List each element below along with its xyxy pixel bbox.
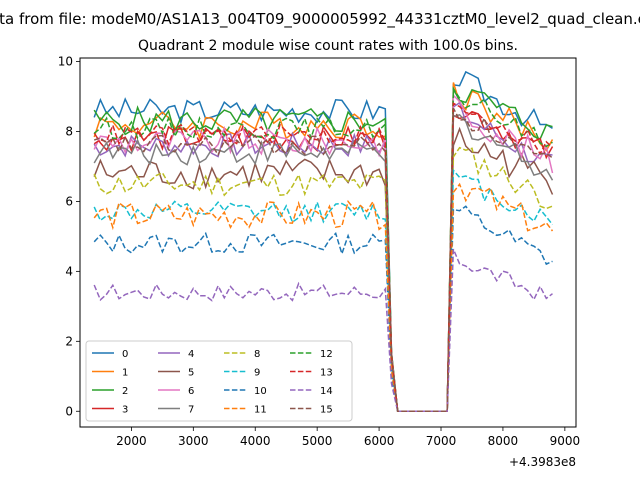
- x-tick-label: 7000: [426, 434, 457, 448]
- series-line-1: [93, 82, 554, 413]
- legend-box: [85, 340, 353, 422]
- y-tick-label: 10: [58, 54, 73, 68]
- x-tick-label: 5000: [302, 434, 333, 448]
- legend-label-15: 15: [320, 405, 333, 416]
- x-tick-label: 2000: [116, 434, 147, 448]
- legend-label-1: 1: [122, 368, 128, 379]
- legend-label-0: 0: [122, 349, 128, 360]
- legend-label-5: 5: [188, 368, 194, 379]
- y-tick-label: 2: [65, 334, 73, 348]
- series-line-11: [93, 182, 554, 413]
- legend-label-9: 9: [254, 368, 260, 379]
- y-tick-label: 4: [65, 264, 73, 278]
- chart-title: Quadrant 2 module wise count rates with …: [138, 38, 518, 54]
- x-tick-label: 6000: [364, 434, 395, 448]
- series-line-2: [93, 86, 553, 413]
- series-line-6: [93, 93, 554, 413]
- series-line-10: [93, 205, 553, 413]
- x-offset-label: +4.3983e8: [509, 455, 576, 469]
- series-line-15: [93, 107, 553, 413]
- legend-label-2: 2: [122, 386, 128, 397]
- series-line-5: [93, 126, 554, 413]
- series-line-8: [93, 146, 553, 413]
- legend-label-12: 12: [320, 349, 333, 360]
- plot-frame: [79, 57, 577, 428]
- series-layer: [93, 70, 554, 413]
- legend-label-10: 10: [254, 386, 267, 397]
- x-tick-label: 3000: [178, 434, 209, 448]
- y-tick-label: 0: [65, 404, 73, 418]
- series-line-13: [93, 102, 554, 413]
- series-line-7: [93, 113, 554, 413]
- legend-label-4: 4: [188, 349, 194, 360]
- series-line-0: [93, 70, 553, 413]
- x-tick-label: 4000: [240, 434, 271, 448]
- x-tick-label: 8000: [488, 434, 519, 448]
- series-line-14: [93, 248, 553, 413]
- legend-label-13: 13: [320, 368, 333, 379]
- legend-label-14: 14: [320, 386, 333, 397]
- series-line-9: [93, 168, 554, 413]
- legend-label-6: 6: [188, 386, 194, 397]
- figure-suptitle: Data from file: modeM0/AS1A13_004T09_900…: [0, 10, 640, 29]
- y-tick-label: 8: [65, 124, 73, 138]
- y-tick-label: 6: [65, 194, 73, 208]
- legend-label-11: 11: [254, 405, 267, 416]
- series-line-12: [93, 86, 553, 413]
- legend-label-7: 7: [188, 405, 194, 416]
- legend-label-8: 8: [254, 349, 260, 360]
- x-tick-label: 9000: [550, 434, 581, 448]
- legend-label-3: 3: [122, 405, 128, 416]
